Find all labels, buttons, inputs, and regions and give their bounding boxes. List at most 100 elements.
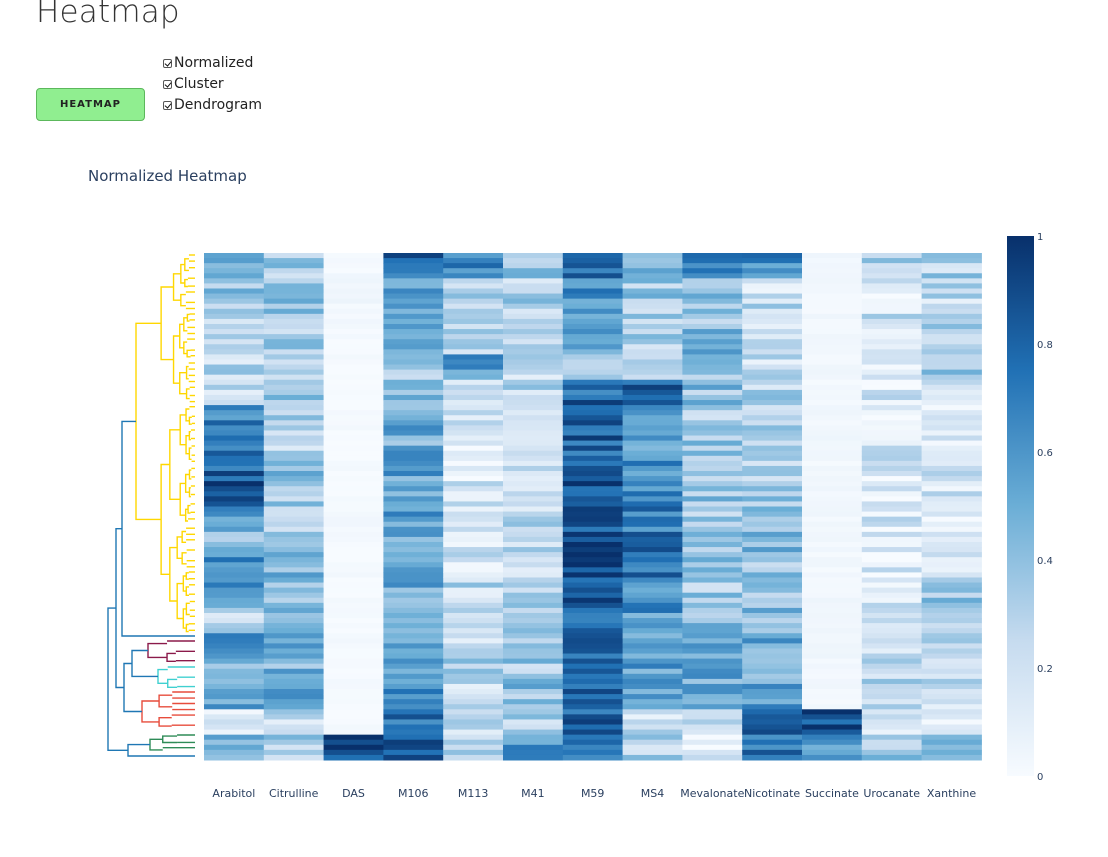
heatmap-cell (443, 729, 504, 736)
dendrogram-checkbox[interactable] (163, 100, 172, 110)
heatmap-cell (443, 734, 504, 741)
heatmap-cell (204, 719, 265, 726)
heatmap-button[interactable]: HEATMAP (36, 88, 145, 121)
heatmap-cell (383, 628, 444, 634)
heatmap-cell (622, 278, 683, 284)
heatmap-cell (921, 476, 982, 482)
heatmap-cell (861, 471, 923, 477)
heatmap-cell (323, 440, 384, 447)
normalized-checkbox[interactable] (163, 58, 172, 68)
heatmap-cell (503, 283, 564, 289)
heatmap-cell (323, 744, 384, 751)
heatmap-cell (562, 318, 624, 325)
heatmap-cell (503, 384, 564, 391)
heatmap-cell (204, 623, 265, 629)
column-label: Arabitol (212, 787, 255, 800)
heatmap-cell (861, 744, 923, 751)
heatmap-cell (204, 496, 265, 502)
heatmap-cell (443, 253, 504, 259)
heatmap-cell (562, 643, 624, 649)
heatmap-cell (204, 323, 265, 330)
heatmap-cell (562, 694, 624, 700)
heatmap-cell (503, 253, 564, 259)
heatmap-cell (921, 633, 982, 639)
heatmap-cell (802, 303, 863, 310)
heatmap-cell (503, 704, 564, 710)
heatmap-cell (622, 531, 683, 538)
heatmap-cell (204, 359, 265, 366)
heatmap-cell (263, 729, 325, 736)
heatmap-cell (682, 607, 743, 614)
heatmap-cell (802, 663, 863, 670)
heatmap-cell (861, 288, 923, 295)
option-cluster[interactable]: Cluster (163, 75, 224, 93)
heatmap-cell (682, 288, 743, 295)
heatmap-cell (263, 719, 325, 726)
heatmap-cell (622, 389, 683, 396)
heatmap-cell (443, 557, 504, 563)
heatmap-cell (443, 359, 504, 366)
heatmap-cell (263, 739, 325, 746)
heatmap-cell (323, 359, 384, 366)
heatmap-cell (263, 405, 325, 411)
heatmap-cell (562, 491, 624, 497)
heatmap-cell (204, 547, 265, 553)
heatmap-cell (443, 623, 504, 629)
heatmap-cell (562, 623, 624, 629)
heatmap-cell (742, 734, 803, 741)
heatmap-cell (921, 602, 982, 609)
heatmap-cell (503, 278, 564, 284)
heatmap-cell (861, 253, 923, 259)
column-label: M106 (398, 787, 429, 800)
heatmap-cell (742, 430, 803, 437)
heatmap-cell (921, 582, 982, 589)
heatmap-cell (682, 400, 743, 406)
heatmap-cell (802, 683, 863, 690)
heatmap-cell (263, 567, 325, 573)
heatmap-cell (861, 516, 923, 523)
heatmap-cell (503, 739, 564, 746)
dendrogram-branch (185, 408, 190, 422)
heatmap-cell (503, 415, 564, 421)
option-dendrogram[interactable]: Dendrogram (163, 96, 262, 114)
heatmap-cell (861, 618, 923, 624)
heatmap-cell (323, 389, 384, 396)
heatmap-cell (921, 339, 982, 345)
heatmap-cell (323, 273, 384, 279)
heatmap-cell (802, 313, 863, 320)
heatmap-cell (204, 435, 265, 442)
heatmap-cell (323, 293, 384, 300)
heatmap-cell (503, 465, 564, 472)
heatmap-cell (503, 577, 564, 584)
heatmap-cell (204, 344, 265, 350)
heatmap-cell (921, 612, 982, 619)
heatmap-cell (443, 628, 504, 634)
heatmap-cell (323, 557, 384, 563)
heatmap-cell (921, 344, 982, 350)
cluster-checkbox[interactable] (163, 79, 172, 89)
heatmap-cell (921, 481, 982, 487)
heatmap-cell (263, 516, 325, 523)
heatmap-cell (861, 678, 923, 685)
heatmap-cell (323, 263, 384, 269)
heatmap-cell (861, 334, 923, 340)
heatmap-cell (742, 714, 803, 720)
heatmap-cell (323, 323, 384, 330)
heatmap-cell (682, 668, 743, 675)
heatmap-cell (323, 653, 384, 660)
heatmap-cell (742, 653, 803, 660)
heatmap-cell (921, 420, 982, 426)
heatmap-cell (383, 612, 444, 619)
option-normalized[interactable]: Normalized (163, 54, 253, 72)
heatmap-cell (204, 258, 265, 264)
heatmap-cell (503, 308, 564, 315)
heatmap-cell (263, 648, 325, 655)
heatmap-cell (383, 739, 444, 746)
heatmap-cell (802, 268, 863, 274)
heatmap-cell (263, 415, 325, 421)
heatmap-cell (682, 460, 743, 467)
heatmap-cell (921, 258, 982, 264)
heatmap-cell (383, 455, 444, 462)
heatmap-cell (562, 562, 624, 568)
heatmap-cell (682, 653, 743, 660)
